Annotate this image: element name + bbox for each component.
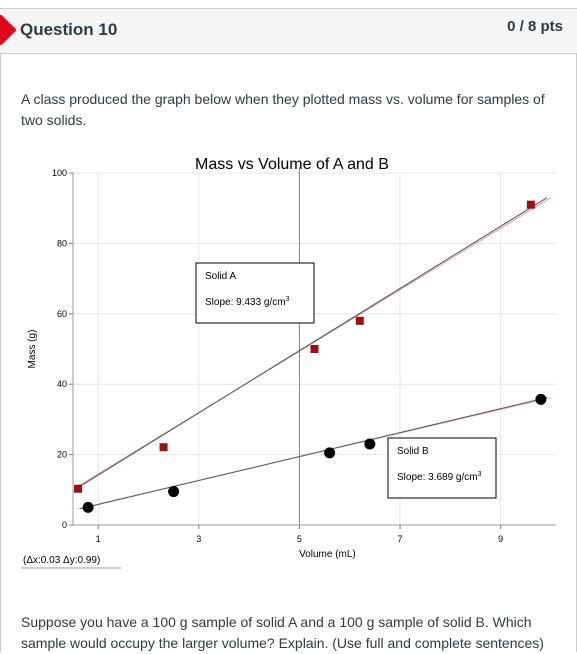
point-solid-b — [324, 447, 336, 459]
y-tick-label: 60 — [57, 309, 67, 319]
chart-axes — [69, 172, 556, 529]
point-solid-b — [168, 486, 180, 498]
fit-lines — [77, 197, 552, 510]
cursor-readout: (Δx:0.03 Δy:0.99) — [23, 555, 100, 566]
annotation-slope: Slope: 3.689 g/cm3 — [397, 471, 482, 483]
fit-line-pink — [77, 197, 552, 487]
annotations: Solid A Slope: 9.433 g/cm3 Solid B Slope: 3… — [195, 262, 497, 499]
point-solid-a — [526, 200, 535, 209]
question-body: A class produced the graph below when th… — [0, 54, 577, 652]
mass-volume-chart: Mass vs Volume of A and B 0 20 40 60 80 100 1 3… — [21, 156, 556, 569]
question-title: Question 10 — [20, 20, 118, 39]
chart-title: Mass vs Volume of A and B — [195, 156, 389, 173]
annotation-title: Solid A — [205, 271, 236, 282]
y-tick-label: 0 — [62, 520, 67, 530]
x-tick-label: 1 — [96, 534, 101, 544]
y-tick-label: 20 — [57, 450, 67, 460]
question-header: Question 10 0 / 8 pts — [0, 8, 577, 54]
y-tick-label: 40 — [57, 379, 67, 389]
point-solid-a — [310, 345, 319, 353]
point-solid-a — [74, 484, 83, 493]
y-tick-label: 80 — [57, 238, 67, 248]
question-prompt: Suppose you have a 100 g sample of solid… — [21, 614, 544, 651]
annotation-box — [195, 262, 315, 324]
point-solid-b — [364, 438, 376, 450]
y-axis-label: Mass (g) — [27, 330, 38, 369]
flag-icon[interactable] — [0, 14, 17, 46]
fit-line — [79, 197, 548, 487]
question-points: 0 / 8 pts — [507, 18, 563, 35]
x-tick-label: 9 — [498, 534, 503, 544]
data-points — [74, 200, 547, 513]
point-solid-a — [355, 316, 364, 325]
annotation-slope: Slope: 9.433 g/cm3 — [205, 296, 290, 308]
y-tick-label: 100 — [52, 168, 67, 178]
question-intro: A class produced the graph below when th… — [21, 91, 545, 128]
annotation-title: Solid B — [397, 446, 429, 457]
fit-line — [79, 397, 548, 510]
x-tick-label: 7 — [398, 534, 403, 544]
x-axis-label: Volume (mL) — [299, 549, 356, 560]
point-solid-b — [535, 393, 547, 405]
x-tick-label: 5 — [297, 534, 302, 544]
annotation-box — [387, 437, 497, 499]
chart-tick-labels: 0 20 40 60 80 100 1 3 5 7 9 — [52, 168, 503, 544]
x-tick-label: 3 — [196, 534, 201, 544]
point-solid-a — [159, 443, 168, 452]
point-solid-b — [82, 501, 94, 513]
